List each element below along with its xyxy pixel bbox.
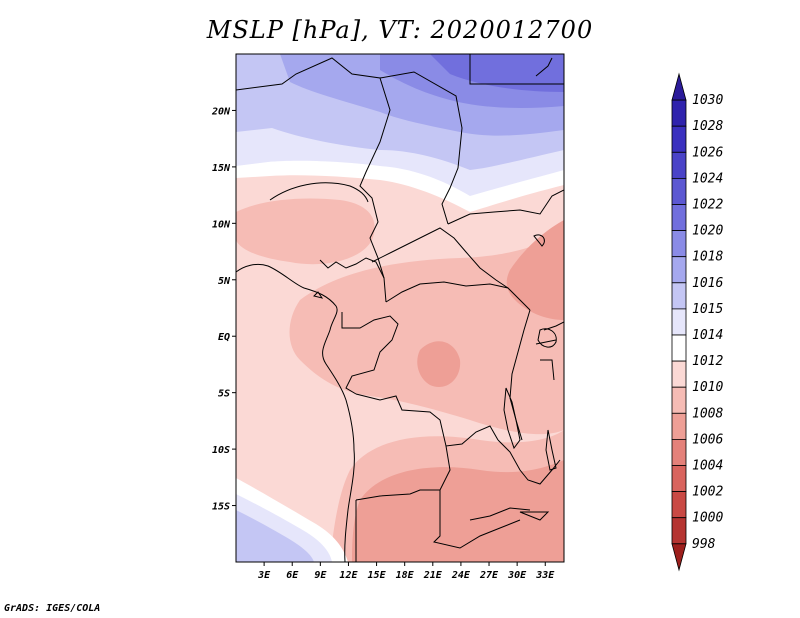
lat-tick-label: 10N (212, 219, 231, 230)
bioko-island (313, 291, 324, 299)
colorbar-label: 1006 (692, 432, 723, 447)
lon-tick-label: 21E (423, 570, 443, 581)
border-drc-angola (355, 393, 499, 447)
map-frame (235, 53, 565, 563)
colorbar-label: 1010 (692, 380, 723, 395)
border-zambia-east (497, 439, 561, 485)
field-1010-central (289, 220, 564, 435)
border-nigeria-cameroon (319, 257, 387, 303)
colorbar-label: 1026 (692, 145, 723, 160)
colorbar-label: 1016 (692, 276, 723, 291)
colorbar-swatch (671, 256, 687, 284)
grads-credit: GrADS: IGES/COLA (4, 603, 101, 614)
colorbar-swatch (671, 282, 687, 310)
border-niger-nigeria (269, 182, 369, 203)
colorbar-swatch (671, 491, 687, 519)
red-sea-coast (535, 57, 553, 77)
border-sahara-west (236, 57, 391, 279)
lat-tick-label: 5S (218, 389, 230, 400)
lon-tick-label: 3E (257, 570, 271, 581)
field-1008-east (506, 220, 564, 320)
lat-tick-label: 15S (212, 502, 230, 513)
latitude-axis: 20N 15N 10N 5N EQ 5S 10S 15S (211, 106, 236, 513)
colorbar-swatch (671, 151, 687, 179)
colorbar-label: 1000 (692, 511, 723, 526)
colorbar-swatch (671, 230, 687, 258)
zambezi-river (469, 507, 531, 521)
border-sudan (447, 189, 564, 225)
border-gabon-congo (341, 312, 399, 395)
border-namibia-botswana (433, 490, 521, 549)
colorbar-label: 1015 (692, 302, 723, 317)
longitude-axis: 3E 6E 9E 12E 15E 18E 21E 24E 27E 30E 33E (257, 562, 555, 581)
colorbar-label: 1004 (692, 459, 723, 474)
lake-victoria (537, 328, 557, 348)
colorbar-swatch (671, 543, 687, 572)
coastlines-borders (236, 54, 564, 562)
colorbar: 1030 1028 1026 1024 1022 1020 1018 1016 1015 1014… (671, 72, 723, 572)
border-libya-chad (379, 71, 463, 225)
colorbar-label: 1030 (692, 93, 723, 108)
colorbar-label: 998 (692, 537, 716, 552)
colorbar-swatch (671, 72, 687, 101)
colorbar-swatch (671, 465, 687, 493)
colorbar-label: 1002 (692, 485, 723, 500)
lon-tick-label: 33E (535, 570, 555, 581)
colorbar-swatch (671, 412, 687, 440)
field-1010-northwest (236, 198, 375, 265)
caprivi-strip (519, 511, 550, 521)
lon-tick-label: 12E (339, 570, 358, 581)
field-1022-band (430, 54, 564, 92)
mslp-field (236, 54, 564, 562)
small-lake-ne (533, 234, 545, 247)
colorbar-swatch (671, 204, 687, 232)
colorbar-label: 1012 (692, 354, 723, 369)
lon-tick-label: 24E (451, 570, 471, 581)
lon-tick-label: 15E (368, 570, 387, 581)
colorbar-label: 1008 (692, 406, 723, 421)
colorbar-swatch (671, 517, 687, 545)
colorbar-swatch (671, 125, 687, 153)
border-chad-car (371, 227, 509, 289)
colorbar-label: 1018 (692, 250, 723, 265)
colorbar-label: 1020 (692, 224, 723, 239)
lon-tick-label: 30E (507, 570, 527, 581)
field-1008-south (352, 460, 564, 562)
border-egypt-sudan (469, 54, 564, 85)
colorbar-swatch (671, 386, 687, 414)
lon-tick-label: 27E (479, 570, 499, 581)
colorbar-label: 1014 (692, 328, 723, 343)
lat-tick-label: 10S (212, 445, 230, 456)
lat-tick-label: 20N (211, 106, 231, 117)
lon-tick-label: 18E (396, 570, 415, 581)
colorbar-label: 1022 (692, 198, 723, 213)
field-1016-southwest (236, 510, 314, 562)
lon-tick-label: 9E (314, 570, 327, 581)
lake-malawi (545, 429, 557, 471)
colorbar-swatch (671, 334, 687, 362)
lat-tick-label: 15N (212, 163, 231, 174)
lat-tick-label: 5N (218, 276, 231, 287)
colorbar-swatch (671, 99, 687, 127)
lon-tick-label: 6E (286, 570, 299, 581)
lake-tanganyika (503, 387, 521, 450)
border-angola-zambia (355, 445, 451, 501)
field-1008-lake (417, 341, 461, 388)
colorbar-swatch (671, 438, 687, 466)
colorbar-label: 1024 (692, 171, 723, 186)
chart-title: MSLP [hPa], VT: 2020012700 (206, 16, 594, 44)
colorbar-swatch (671, 360, 687, 388)
lat-tick-label: EQ (218, 332, 230, 343)
border-car-drc (385, 281, 531, 311)
colorbar-swatch (671, 177, 687, 205)
colorbar-label: 1028 (692, 119, 723, 134)
west-africa-coastline (236, 263, 355, 562)
colorbar-swatch (671, 308, 687, 336)
